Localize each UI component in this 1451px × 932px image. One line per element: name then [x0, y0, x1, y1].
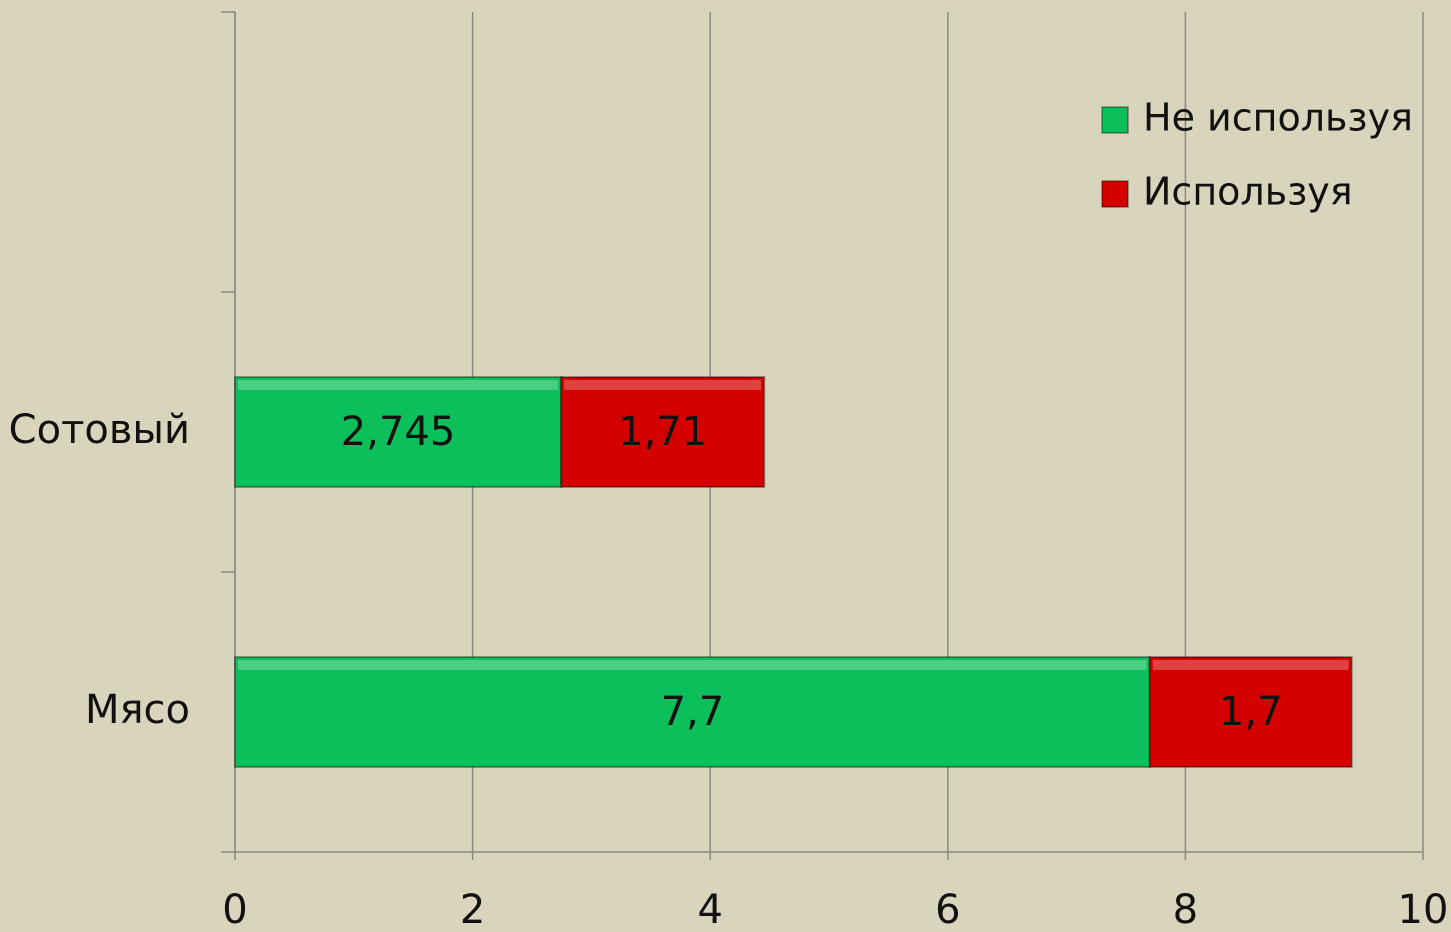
- bar-highlight: [564, 380, 762, 390]
- legend-label: Используя: [1143, 170, 1353, 214]
- legend-swatch: [1101, 180, 1129, 208]
- bar-highlight: [238, 660, 1147, 670]
- y-tick-label: Мясо: [85, 687, 190, 733]
- y-tick-label: Сотовый: [9, 407, 190, 453]
- bar: [234, 376, 563, 488]
- x-tick-label: 2: [460, 887, 485, 932]
- data-label: 7,7: [661, 689, 725, 735]
- bar: [1148, 656, 1353, 768]
- data-label: 1,7: [1219, 689, 1283, 735]
- legend-swatch: [1101, 106, 1129, 134]
- x-tick-label: 8: [1173, 887, 1198, 932]
- legend-label: Не используя: [1143, 96, 1413, 140]
- bar: [560, 376, 766, 488]
- x-tick-label: 0: [222, 887, 247, 932]
- bar: [234, 656, 1151, 768]
- bar-highlight: [238, 380, 559, 390]
- x-tick-label: 10: [1398, 887, 1449, 932]
- data-label: 1,71: [618, 409, 707, 455]
- bar-highlight: [1152, 660, 1349, 670]
- data-label: 2,745: [341, 409, 456, 455]
- x-tick-label: 6: [935, 887, 960, 932]
- x-tick-label: 4: [697, 887, 722, 932]
